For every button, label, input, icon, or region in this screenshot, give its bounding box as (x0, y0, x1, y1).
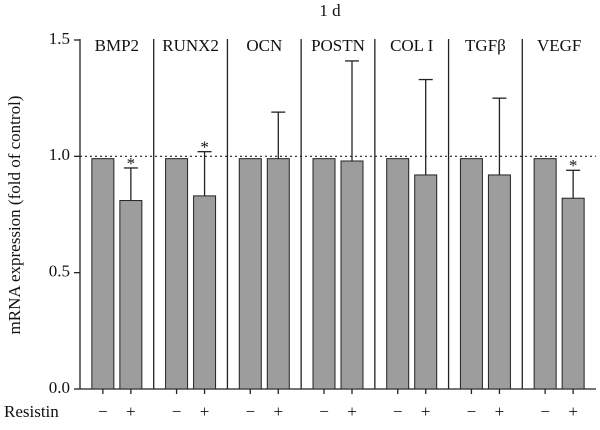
series-label: + (495, 402, 505, 421)
bar (266, 158, 290, 390)
x-row-label: Resistin (4, 402, 59, 421)
y-tick-label: 0.0 (49, 378, 70, 397)
category-label: BMP2 (95, 36, 139, 55)
bar (561, 197, 585, 390)
series-label: − (98, 402, 108, 421)
series-label: − (319, 402, 329, 421)
series-label: − (467, 402, 477, 421)
series-label: − (245, 402, 255, 421)
significance-marker: * (127, 154, 136, 173)
series-label: − (540, 402, 550, 421)
bar (414, 174, 438, 390)
bar (312, 158, 336, 390)
bar (386, 158, 410, 390)
y-tick-label: 0.5 (49, 262, 70, 281)
bar (165, 158, 189, 390)
bar (459, 158, 483, 390)
bar (533, 158, 557, 390)
series-label: + (347, 402, 357, 421)
y-tick-label: 1.0 (49, 145, 70, 164)
bar (193, 195, 217, 390)
category-label: OCN (246, 36, 282, 55)
series-label: + (568, 402, 578, 421)
series-label: − (172, 402, 182, 421)
category-label: RUNX2 (162, 36, 219, 55)
bar (238, 158, 262, 390)
bar (340, 160, 364, 390)
category-label: TGFβ (465, 36, 506, 55)
series-label: + (200, 402, 210, 421)
category-label: VEGF (537, 36, 581, 55)
category-label: POSTN (311, 36, 365, 55)
significance-marker: * (569, 156, 578, 175)
series-label: + (421, 402, 431, 421)
bar (91, 158, 115, 390)
bar (119, 200, 143, 390)
series-label: + (126, 402, 136, 421)
bar (487, 174, 511, 390)
y-tick-label: 1.5 (49, 29, 70, 48)
chart-title: 1 d (319, 1, 341, 20)
series-label: + (273, 402, 283, 421)
significance-marker: * (200, 138, 209, 157)
category-label: COL I (390, 36, 434, 55)
y-axis-label: mRNA expression (fold of control) (5, 96, 24, 335)
series-label: − (393, 402, 403, 421)
